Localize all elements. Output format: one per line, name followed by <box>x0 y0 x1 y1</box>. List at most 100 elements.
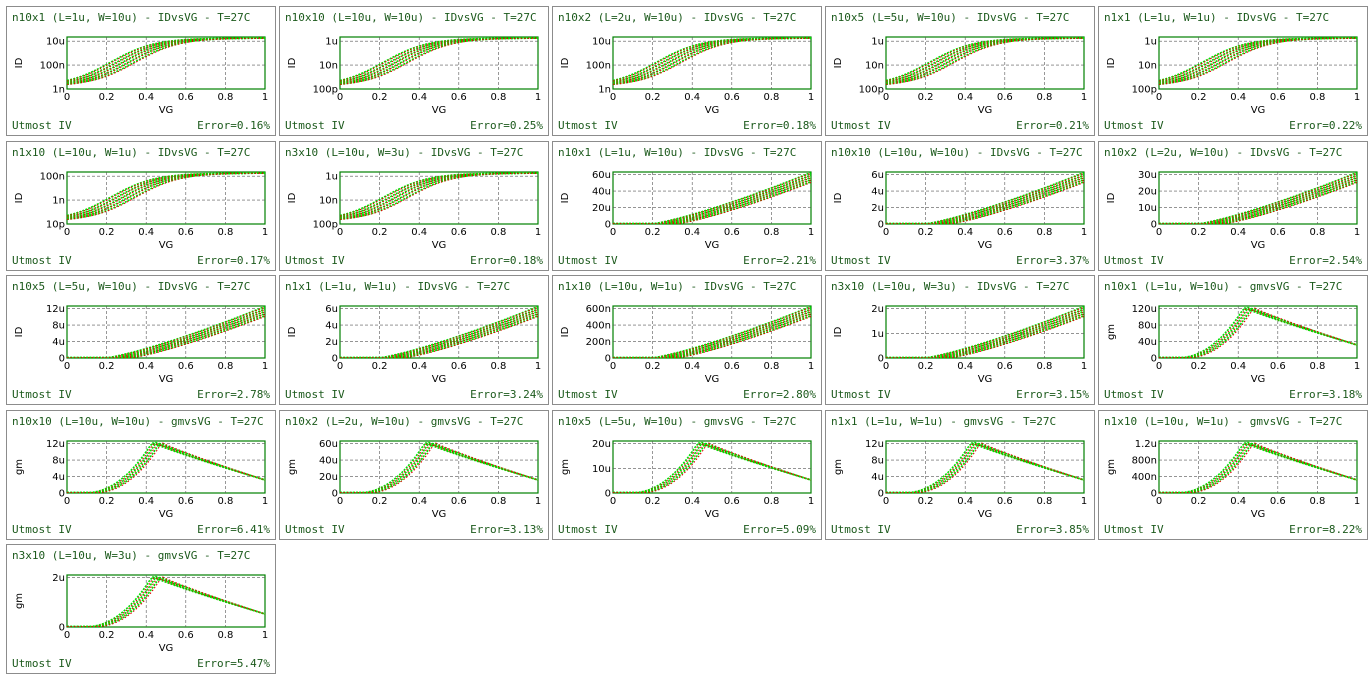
y-tick-label: 0 <box>332 488 338 499</box>
x-tick-label: 0.4 <box>138 92 154 103</box>
x-tick-label: 0.6 <box>724 227 740 238</box>
y-tick-label: 0 <box>59 354 65 365</box>
chart-plot: 0 0.2 0.4 0.6 0.8 1 0 2u VG gm <box>14 573 268 654</box>
error-label: Error=3.13% <box>470 522 543 536</box>
x-tick-label: 1 <box>1354 92 1360 103</box>
x-tick-label: 0 <box>883 227 889 238</box>
simulated-series <box>340 315 538 358</box>
x-tick-label: 0.8 <box>1309 92 1325 103</box>
chart-plot: 0 0.2 0.4 0.6 0.8 1 0 4u 8u 12u VG gm <box>833 439 1087 520</box>
x-tick-label: 0.4 <box>1230 227 1246 238</box>
chart-plot: 0 0.2 0.4 0.6 0.8 1 0 10u 20u VG gm <box>560 439 814 520</box>
y-tick-label: 100p <box>313 85 338 96</box>
y-tick-label: 1u <box>325 171 338 182</box>
chart-title: n10x5 (L=5u, W=10u) - IDvsVG - T=27C <box>12 280 251 293</box>
x-axis-label: VG <box>978 105 993 116</box>
x-tick-label: 0.8 <box>1036 227 1052 238</box>
chart-panel: n10x10 (L=10u, W=10u) - gmvsVG - T=27C 0 0… <box>6 409 276 540</box>
simulated-series <box>340 172 538 216</box>
chart-title: n10x2 (L=2u, W=10u) - IDvsVG - T=27C <box>558 11 797 24</box>
y-tick-label: 400n <box>1132 472 1157 483</box>
x-tick-label: 0.2 <box>99 227 115 238</box>
chart-title: n10x10 (L=10u, W=10u) - IDvsVG - T=27C <box>831 145 1083 159</box>
x-tick-label: 0.2 <box>99 496 115 507</box>
measured-series <box>1159 37 1357 85</box>
chart-plot: 0 0.2 0.4 0.6 0.8 1 0 400n 800n 1.2u VG gm <box>1106 439 1360 520</box>
x-tick-label: 0.2 <box>918 496 934 507</box>
x-tick-label: 0 <box>64 630 70 641</box>
simulated-series <box>67 37 265 85</box>
x-axis-label: VG <box>705 240 720 251</box>
x-tick-label: 0.6 <box>178 361 194 372</box>
x-axis-label: VG <box>159 374 174 385</box>
simulated-series <box>340 172 538 220</box>
error-label: Error=3.37% <box>1016 253 1089 267</box>
x-tick-label: 0.4 <box>684 361 700 372</box>
y-tick-label: 4u <box>52 472 65 483</box>
simulated-series <box>613 37 811 82</box>
y-axis-label: gm <box>14 458 25 474</box>
footer-label: Utmost IV <box>285 522 345 536</box>
x-tick-label: 0.2 <box>645 496 661 507</box>
error-label: Error=0.25% <box>470 119 543 132</box>
measured-series <box>340 37 538 85</box>
x-tick-label: 1 <box>1354 496 1360 507</box>
chart-title: n10x5 (L=5u, W=10u) - gmvsVG - T=27C <box>558 414 797 428</box>
plot-frame <box>66 439 266 494</box>
chart-title: n1x1 (L=1u, W=1u) - gmvsVG - T=27C <box>831 414 1057 428</box>
x-tick-label: 0.6 <box>451 496 467 507</box>
x-tick-label: 0 <box>1156 92 1162 103</box>
y-tick-label: 0 <box>878 219 884 230</box>
chart-title: n1x10 (L=10u, W=1u) - IDvsVG - T=27C <box>12 145 251 159</box>
error-label: Error=3.24% <box>470 388 543 401</box>
chart-title: n1x1 (L=1u, W=1u) - IDvsVG - T=27C <box>1104 11 1330 24</box>
chart-plot: 0 0.2 0.4 0.6 0.8 1 0 4u 8u 12u VG ID <box>14 304 268 385</box>
y-tick-label: 12u <box>46 439 65 450</box>
error-label: Error=3.15% <box>1016 388 1089 401</box>
y-tick-label: 60u <box>319 439 338 450</box>
x-tick-label: 0.2 <box>99 630 115 641</box>
footer-label: Utmost IV <box>1104 119 1164 132</box>
y-tick-label: 4u <box>52 337 65 348</box>
plot-frame <box>1158 305 1358 359</box>
x-tick-label: 0.8 <box>217 361 233 372</box>
footer-label: Utmost IV <box>1104 253 1164 267</box>
simulated-series <box>1159 442 1357 493</box>
footer-label: Utmost IV <box>1104 522 1164 536</box>
simulated-series <box>67 441 265 493</box>
x-tick-label: 1 <box>808 92 814 103</box>
y-axis-label: gm <box>14 593 25 609</box>
y-tick-label: 10n <box>319 61 338 72</box>
y-tick-label: 800n <box>1132 455 1157 466</box>
y-tick-label: 8u <box>52 455 65 466</box>
footer-label: Utmost IV <box>558 522 618 536</box>
x-tick-label: 0.6 <box>724 92 740 103</box>
chart-title: n3x10 (L=10u, W=3u) - IDvsVG - T=27C <box>285 145 524 159</box>
chart-panel: n1x1 (L=1u, W=1u) - gmvsVG - T=27C 0 0.2 0.… <box>825 409 1095 540</box>
x-axis-label: VG <box>978 374 993 385</box>
x-tick-label: 0 <box>610 92 616 103</box>
y-axis-label: ID <box>833 192 844 203</box>
y-tick-label: 20u <box>1138 186 1157 197</box>
x-tick-label: 0.4 <box>138 496 154 507</box>
x-tick-label: 0.8 <box>1036 496 1052 507</box>
chart-plot: 0 0.2 0.4 0.6 0.8 1 100p 10n 1u VG ID <box>287 170 541 251</box>
chart-plot: 0 0.2 0.4 0.6 0.8 1 1n 100n 10u VG ID <box>14 36 268 116</box>
y-tick-label: 1u <box>871 37 884 48</box>
x-axis-label: VG <box>1251 374 1266 385</box>
x-tick-label: 0.8 <box>217 92 233 103</box>
x-tick-label: 0 <box>64 227 70 238</box>
measured-series <box>340 171 538 220</box>
footer-label: Utmost IV <box>831 388 891 401</box>
y-tick-label: 2u <box>871 304 884 315</box>
x-axis-label: VG <box>432 240 447 251</box>
simulated-series <box>67 172 265 216</box>
x-tick-label: 0.6 <box>178 496 194 507</box>
x-tick-label: 0.8 <box>763 92 779 103</box>
y-tick-label: 2u <box>52 573 65 584</box>
measured-series <box>67 37 265 85</box>
y-axis-label: ID <box>560 192 571 203</box>
x-tick-label: 0.2 <box>372 227 388 238</box>
y-tick-label: 2u <box>325 337 338 348</box>
simulated-series <box>886 37 1084 85</box>
